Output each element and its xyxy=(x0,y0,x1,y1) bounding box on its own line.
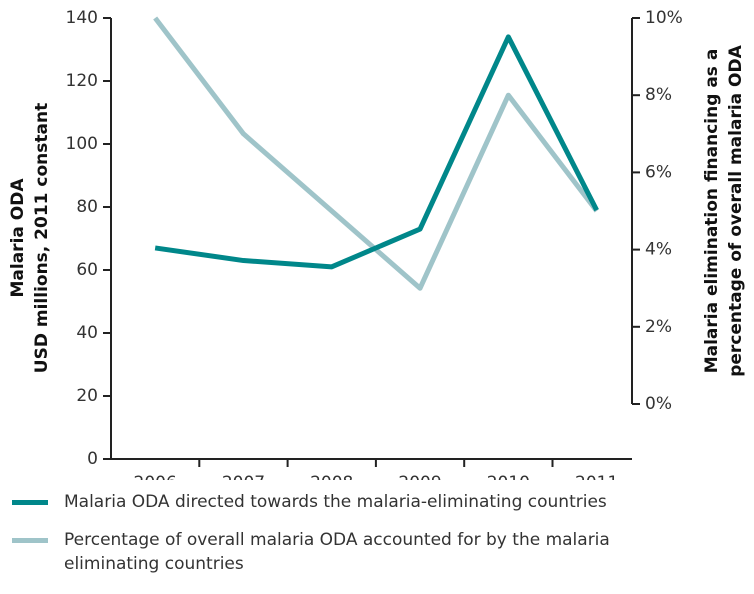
legend-swatch xyxy=(12,538,48,543)
y2-tick-label: 4% xyxy=(645,240,672,260)
y-tick-label: 100 xyxy=(66,134,98,154)
x-tick-label: 2006 xyxy=(134,473,177,480)
legend-item: Percentage of overall malaria ODA accoun… xyxy=(12,528,664,576)
legend-item: Malaria ODA directed towards the malaria… xyxy=(12,490,664,514)
x-tick-label: 2008 xyxy=(310,473,353,480)
y-tick-label: 80 xyxy=(76,197,98,217)
y-tick-label: 120 xyxy=(66,71,98,91)
x-tick-label: 2010 xyxy=(487,473,530,480)
y-tick-label: 40 xyxy=(76,323,98,343)
legend-swatch xyxy=(12,500,48,505)
y2-tick-label: 2% xyxy=(645,317,672,337)
x-tick-label: 2011 xyxy=(575,473,618,480)
x-tick-label: 2007 xyxy=(222,473,265,480)
y2-label: percentage of overall malaria ODA xyxy=(726,44,746,376)
y-tick-label: 140 xyxy=(66,8,98,28)
legend-label: Malaria ODA directed towards the malaria… xyxy=(64,492,607,512)
x-tick-label: 2009 xyxy=(398,473,441,480)
y-tick-label: 0 xyxy=(87,449,98,469)
y-tick-label: 20 xyxy=(76,386,98,406)
y2-tick-label: 8% xyxy=(645,85,672,105)
y2-tick-label: 10% xyxy=(645,8,683,28)
y2-tick-label: 0% xyxy=(645,394,672,414)
y-tick-label: 60 xyxy=(76,260,98,280)
legend-label: Percentage of overall malaria ODA accoun… xyxy=(64,530,610,574)
y-label: USD millions, 2011 constant xyxy=(32,103,52,373)
y-label: Malaria ODA xyxy=(8,178,28,298)
series-line xyxy=(154,34,599,270)
y2-tick-label: 6% xyxy=(645,162,672,182)
y2-label: Malaria elimination financing as a xyxy=(702,49,722,374)
legend: Malaria ODA directed towards the malaria… xyxy=(12,490,712,590)
chart: Malaria ODA USD millions, 2011 constant … xyxy=(8,8,746,480)
